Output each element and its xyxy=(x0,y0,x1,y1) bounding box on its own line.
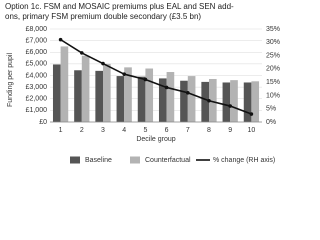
line-marker xyxy=(122,72,126,76)
x-tick-label: 2 xyxy=(80,127,84,134)
y2-tick-label: 15% xyxy=(266,79,280,86)
legend-label: Counterfactual xyxy=(145,157,191,164)
y2-tick-label: 35% xyxy=(266,26,280,33)
x-tick-label: 5 xyxy=(143,127,147,134)
bar xyxy=(103,63,111,122)
chart: Option 1c. FSM and MOSAIC premiums plus … xyxy=(5,2,280,164)
bar xyxy=(52,64,61,122)
bar xyxy=(230,80,238,122)
bar xyxy=(60,46,69,122)
bar xyxy=(137,76,146,122)
x-tick-label: 7 xyxy=(186,127,190,134)
legend-swatch xyxy=(130,156,140,164)
x-tick-label: 9 xyxy=(228,127,232,134)
bar xyxy=(187,76,196,122)
bar xyxy=(158,78,167,122)
x-tick-label: 4 xyxy=(122,127,126,134)
bar xyxy=(81,55,90,122)
bar xyxy=(74,70,82,122)
y2-tick-label: 0% xyxy=(266,119,276,126)
y2-tick-label: 20% xyxy=(266,66,280,73)
bar xyxy=(180,80,188,122)
line xyxy=(60,38,252,115)
x-axis-label: Decile group xyxy=(136,136,175,143)
y2-tick-label: 30% xyxy=(266,39,280,46)
y-tick-label: £3,000 xyxy=(26,84,48,91)
y-tick-label: £5,000 xyxy=(26,61,48,68)
x-tick-label: 1 xyxy=(59,127,63,134)
y-tick-label: £8,000 xyxy=(26,26,48,33)
chart-title: ons, primary FSM premium double secondar… xyxy=(5,12,201,21)
line-marker xyxy=(249,112,254,116)
line-marker xyxy=(101,61,105,66)
y-axis-label: Funding per pupil xyxy=(7,53,14,108)
y-tick-label: £6,000 xyxy=(26,49,48,56)
line-marker xyxy=(186,90,190,95)
legend-swatch xyxy=(70,156,80,164)
bar xyxy=(166,72,175,122)
y-tick-label: £2,000 xyxy=(26,96,48,103)
chart-title: Option 1c. FSM and MOSAIC premiums plus … xyxy=(5,2,234,11)
x-tick-label: 6 xyxy=(165,127,169,134)
bar xyxy=(145,68,154,122)
line-marker xyxy=(164,85,169,90)
y-tick-label: £0 xyxy=(39,119,47,126)
bar xyxy=(124,67,132,122)
x-tick-label: 8 xyxy=(207,127,211,134)
line-marker xyxy=(80,51,84,55)
bar xyxy=(95,70,103,122)
bar xyxy=(201,81,209,122)
y2-tick-label: 10% xyxy=(266,92,280,99)
y-tick-label: £7,000 xyxy=(26,37,48,44)
y-tick-label: £1,000 xyxy=(26,107,48,114)
line-marker xyxy=(143,77,148,82)
bar xyxy=(222,82,231,122)
y2-tick-label: 25% xyxy=(266,52,280,59)
bar xyxy=(243,82,252,122)
line-marker xyxy=(228,104,232,108)
line-marker xyxy=(58,37,63,42)
bar xyxy=(209,78,217,122)
bar xyxy=(251,81,260,122)
y-tick-label: £4,000 xyxy=(26,72,48,79)
x-tick-label: 10 xyxy=(248,127,256,134)
line-marker xyxy=(207,98,211,103)
bar xyxy=(116,76,125,122)
legend-label: Baseline xyxy=(85,157,112,164)
x-tick-label: 3 xyxy=(101,127,105,134)
y2-tick-label: 5% xyxy=(266,106,276,113)
legend-label: % change (RH axis) xyxy=(213,157,275,164)
